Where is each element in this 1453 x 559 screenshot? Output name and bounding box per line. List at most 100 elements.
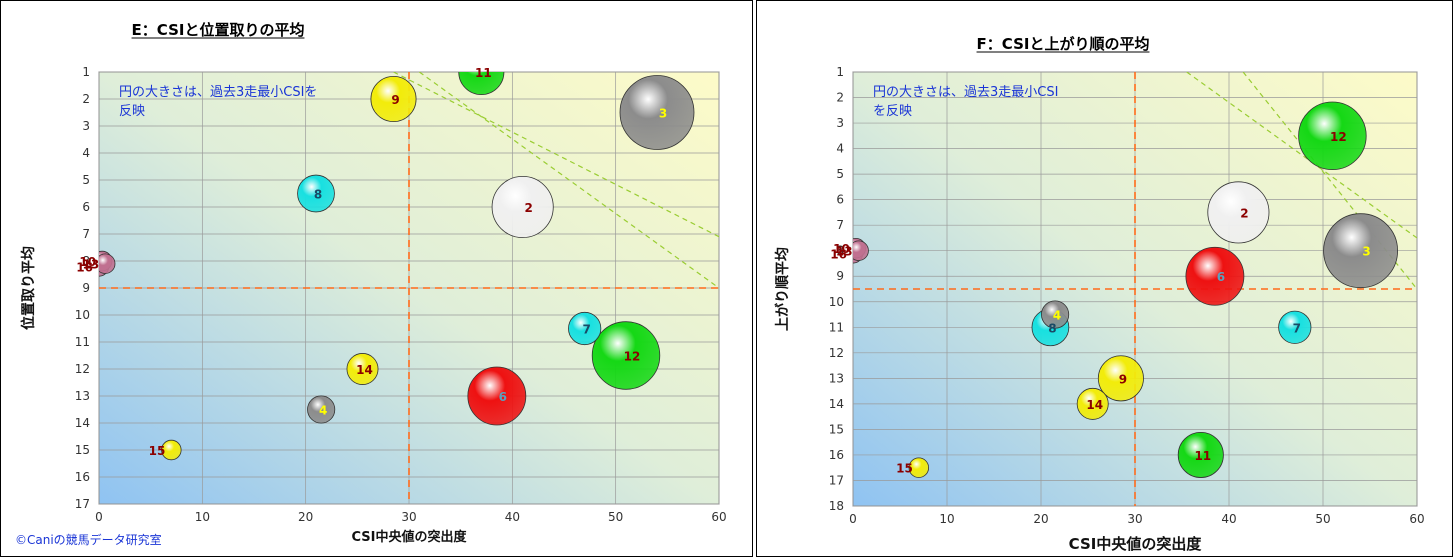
chart-panel-e: E：CSIと位置取りの平均 0 10 20 30 40 50 60 1 2 3 4 5 6 7 8 9 10 11 1… bbox=[0, 0, 753, 557]
chart-note-line: 円の大きさは、過去3走最小CSI bbox=[873, 85, 1058, 100]
y-tick-label: 9 bbox=[836, 269, 844, 283]
y-axis-label: 上がり順平均 bbox=[774, 247, 791, 331]
chart-title: F：CSIと上がり順の平均 bbox=[977, 35, 1150, 53]
bubble-label-7: 7 bbox=[1293, 321, 1301, 335]
bubble-label-4: 4 bbox=[319, 404, 327, 418]
bubble-4 bbox=[307, 395, 336, 424]
bubble-14 bbox=[1076, 387, 1109, 420]
y-tick-label: 14 bbox=[75, 416, 90, 430]
bubble-label-15: 15 bbox=[149, 444, 166, 458]
bubble-2 bbox=[491, 175, 554, 238]
y-tick-label: 2 bbox=[836, 91, 844, 105]
x-tick-label: 40 bbox=[1221, 512, 1236, 526]
bubble-9 bbox=[1097, 355, 1144, 402]
bubble-label-16: 16 bbox=[76, 260, 93, 274]
y-tick-label: 7 bbox=[836, 218, 844, 232]
y-tick-label: 5 bbox=[836, 167, 844, 181]
y-tick-label: 17 bbox=[75, 497, 90, 511]
y-tick-label: 14 bbox=[829, 397, 844, 411]
x-tick-label: 0 bbox=[95, 510, 103, 524]
plot-contents bbox=[99, 72, 719, 504]
bubble-8 bbox=[297, 174, 335, 213]
y-tick-label: 7 bbox=[82, 227, 90, 241]
y-tick-label: 15 bbox=[829, 422, 844, 436]
x-tick-label: 10 bbox=[939, 512, 954, 526]
bubble-14 bbox=[346, 353, 379, 385]
plot-contents bbox=[853, 72, 1417, 506]
x-tick-label: 10 bbox=[195, 510, 210, 524]
y-tick-label: 12 bbox=[75, 362, 90, 376]
y-tick-label: 12 bbox=[829, 346, 844, 360]
bubble-label-6: 6 bbox=[499, 390, 507, 404]
bubble-label-8: 8 bbox=[314, 188, 322, 202]
y-tick-label: 3 bbox=[82, 119, 90, 133]
y-tick-label: 6 bbox=[836, 193, 844, 207]
y-tick-label: 13 bbox=[829, 371, 844, 385]
bubble-label-13: 13 bbox=[82, 258, 99, 272]
x-tick-label: 60 bbox=[711, 510, 726, 524]
bubble-label-11: 11 bbox=[1194, 449, 1211, 463]
bubble-label-2: 2 bbox=[1240, 206, 1248, 220]
diagonal-guide-line bbox=[393, 72, 719, 238]
bubble-label-12: 12 bbox=[1330, 130, 1347, 144]
bubble-15 bbox=[908, 457, 930, 478]
bubble-label-10: 10 bbox=[79, 255, 96, 269]
bubble-6 bbox=[1185, 246, 1245, 306]
bubble-label-7: 7 bbox=[582, 323, 590, 337]
y-tick-label: 4 bbox=[836, 142, 844, 156]
y-tick-label: 16 bbox=[829, 448, 844, 462]
y-tick-label: 15 bbox=[75, 443, 90, 457]
bubble-11 bbox=[1177, 431, 1224, 478]
bubble-label-14: 14 bbox=[356, 363, 373, 377]
chart-title: E：CSIと位置取りの平均 bbox=[132, 21, 305, 39]
x-tick-label: 30 bbox=[1127, 512, 1142, 526]
credit-text: ©Caniの競馬データ研究室 bbox=[15, 532, 162, 547]
bubble-6 bbox=[467, 366, 527, 426]
bubble-label-8: 8 bbox=[1048, 321, 1056, 335]
bubble-12 bbox=[591, 321, 661, 390]
diagonal-guide-line bbox=[418, 72, 719, 289]
y-tick-label: 8 bbox=[82, 254, 90, 268]
bubble-12 bbox=[1298, 101, 1367, 171]
bubble-label-10: 10 bbox=[833, 242, 850, 256]
bubble-13 bbox=[853, 240, 869, 261]
y-tick-label: 6 bbox=[82, 200, 90, 214]
bubble-label-9: 9 bbox=[1119, 372, 1127, 386]
y-tick-label: 5 bbox=[82, 173, 90, 187]
y-tick-label: 17 bbox=[829, 473, 844, 487]
y-tick-label: 8 bbox=[836, 244, 844, 258]
bubble-2 bbox=[1207, 181, 1270, 244]
chart-panel-f: F：CSIと上がり順の平均 0 10 20 30 40 50 60 1 2 3 4 5 6 7 8 9 10 11 1… bbox=[756, 0, 1453, 557]
y-tick-label: 10 bbox=[75, 308, 90, 322]
bubble-3 bbox=[619, 75, 695, 150]
diagonal-guide-line bbox=[1242, 72, 1417, 290]
y-tick-label: 16 bbox=[75, 470, 90, 484]
bubble-label-14: 14 bbox=[1086, 398, 1103, 412]
bubble-label-13: 13 bbox=[836, 245, 853, 259]
y-tick-label: 1 bbox=[836, 65, 844, 79]
bubble-13 bbox=[99, 253, 116, 274]
x-axis-label: CSI中央値の突出度 bbox=[1069, 535, 1203, 553]
x-tick-label: 50 bbox=[1315, 512, 1330, 526]
y-tick-label: 3 bbox=[836, 116, 844, 130]
y-tick-label: 18 bbox=[829, 499, 844, 513]
bubble-15 bbox=[161, 439, 182, 461]
diagonal-guide-line bbox=[1186, 72, 1417, 239]
bubble-label-2: 2 bbox=[524, 201, 532, 215]
bubble-3 bbox=[1323, 213, 1398, 289]
bubble-label-16: 16 bbox=[830, 247, 847, 261]
y-tick-label: 2 bbox=[82, 92, 90, 106]
x-tick-label: 20 bbox=[1033, 512, 1048, 526]
bubble-label-3: 3 bbox=[659, 107, 667, 121]
bubble-11 bbox=[458, 72, 505, 95]
y-tick-label: 4 bbox=[82, 146, 90, 160]
bubble-label-12: 12 bbox=[624, 350, 641, 364]
x-tick-label: 0 bbox=[849, 512, 857, 526]
y-tick-label: 10 bbox=[829, 295, 844, 309]
x-tick-label: 40 bbox=[505, 510, 520, 524]
chart-note-line: 円の大きさは、過去3走最小CSIを bbox=[119, 85, 317, 100]
bubble-label-6: 6 bbox=[1217, 270, 1225, 284]
bubble-7 bbox=[1278, 310, 1312, 344]
